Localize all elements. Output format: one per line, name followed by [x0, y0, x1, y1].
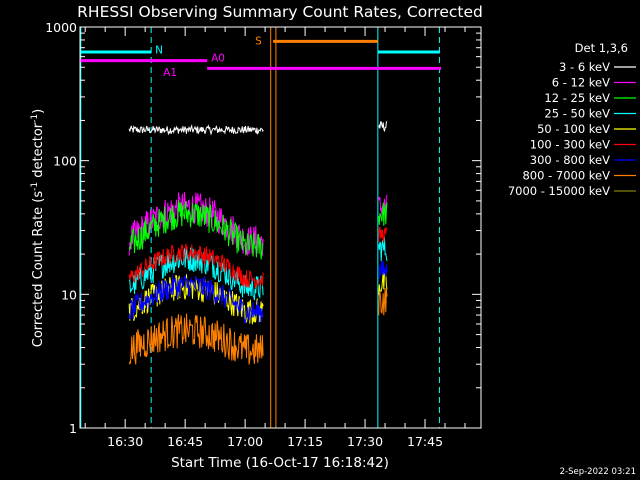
- series-line-100-300-kev: [128, 243, 264, 289]
- x-tick-label: 17:30: [347, 434, 383, 449]
- y-axis: 1 10 100 1000: [45, 20, 481, 436]
- legend-label: 50 - 100 keV: [537, 122, 610, 136]
- observing-flags: N A0 A1 S: [80, 36, 442, 79]
- legend-label: 800 - 7000 keV: [522, 169, 610, 183]
- series-line-100-300-kev: [378, 226, 388, 243]
- series-line-800-7000-kev: [128, 313, 264, 365]
- x-axis-label: Start Time (16-Oct-17 16:18:42): [171, 455, 389, 471]
- y-axis-label: Corrected Count Rate (s-1 detector-1): [30, 109, 46, 347]
- y-tick-label: 10: [61, 287, 77, 302]
- legend-label: 300 - 800 keV: [530, 153, 610, 167]
- series-line-300-800-kev: [378, 260, 388, 280]
- legend-label: 12 - 25 keV: [544, 91, 610, 105]
- y-axis-label-end: ): [31, 109, 46, 114]
- series-line-25-50-kev: [128, 246, 264, 301]
- y-axis-label-main: Corrected Count Rate (s: [31, 191, 46, 348]
- legend-label: 25 - 50 keV: [544, 107, 610, 121]
- series-line-25-50-kev: [378, 237, 388, 262]
- data-series: [128, 121, 388, 365]
- legend-label: 100 - 300 keV: [530, 138, 610, 152]
- legend-label: 3 - 6 keV: [559, 60, 610, 74]
- series-line-3-6-kev: [128, 124, 264, 136]
- x-tick-label: 17:15: [287, 434, 323, 449]
- y-tick-label: 1: [69, 421, 77, 436]
- flag-label-s: S: [255, 36, 262, 48]
- series-line-800-7000-kev: [378, 288, 388, 316]
- y-tick-label: 1000: [45, 20, 77, 35]
- series-line-3-6-kev: [378, 121, 388, 132]
- event-vertical-lines: [80, 27, 440, 428]
- series-line-12-25-kev: [378, 202, 388, 226]
- y-axis-label-sup2: -1: [30, 114, 40, 123]
- y-axis-label-sup1: -1: [30, 182, 40, 191]
- chart-title: RHESSI Observing Summary Count Rates, Co…: [77, 3, 483, 21]
- x-tick-label: 16:30: [107, 434, 143, 449]
- footer-date: 2-Sep-2022 03:21: [560, 467, 636, 477]
- legend-label: 6 - 12 keV: [552, 76, 610, 90]
- legend-title: Det 1,3,6: [575, 41, 628, 55]
- flag-label-a0: A0: [211, 53, 225, 65]
- flag-label-a1: A1: [163, 67, 177, 79]
- y-tick-label: 100: [53, 154, 77, 169]
- series-line-6-12-kev: [128, 192, 264, 257]
- x-axis: 16:30 16:45 17:00 17:15 17:30 17:45: [84, 27, 466, 449]
- flag-label-n: N: [155, 44, 163, 56]
- series-line-300-800-kev: [128, 274, 264, 324]
- y-axis-label-mid: detector: [31, 122, 46, 182]
- legend-label: 7000 - 15000 keV: [508, 184, 610, 198]
- series-line-12-25-kev: [128, 200, 264, 260]
- x-tick-label: 17:00: [227, 434, 263, 449]
- x-tick-label: 17:45: [407, 434, 443, 449]
- x-tick-label: 16:45: [167, 434, 203, 449]
- plot-frame: [79, 26, 482, 429]
